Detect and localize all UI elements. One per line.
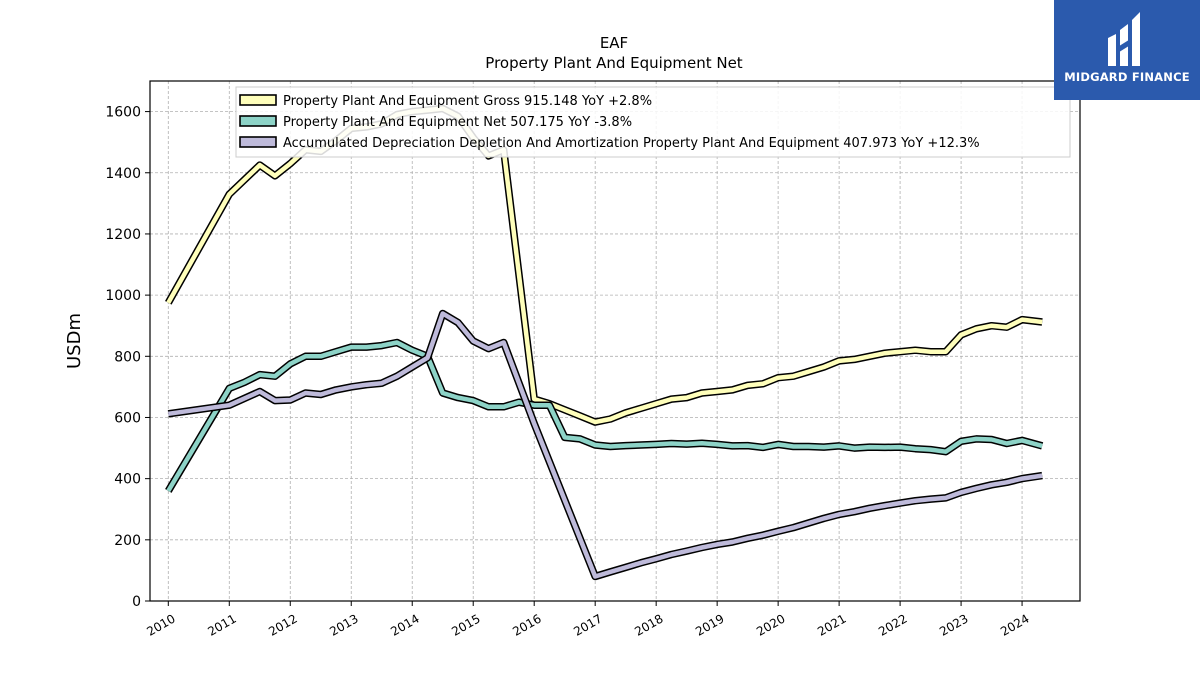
y-tick-label: 800 bbox=[114, 349, 141, 365]
series-accumulated-depreciation-depletion-and-amortization-property-plant-and-equipment bbox=[167, 309, 1043, 581]
series-lines bbox=[165, 104, 1044, 581]
y-tick-label: 1000 bbox=[105, 288, 141, 304]
x-tick-label: 2017 bbox=[571, 611, 604, 638]
legend-swatch bbox=[239, 94, 277, 106]
legend-label: Property Plant And Equipment Net 507.175… bbox=[283, 115, 632, 130]
legend: Property Plant And Equipment Gross 915.1… bbox=[235, 86, 1071, 158]
x-tick-label: 2021 bbox=[815, 611, 848, 638]
y-tick-label: 0 bbox=[132, 594, 141, 610]
y-axis-label: USDm bbox=[64, 313, 85, 369]
chart-title: EAF bbox=[600, 34, 628, 52]
x-tick-label: 2022 bbox=[876, 611, 909, 638]
legend-swatch bbox=[239, 136, 277, 148]
x-tick-label: 2020 bbox=[754, 611, 787, 638]
y-axis-ticks: 0 200 400 600 800 1000 1200 1400 1600 bbox=[105, 105, 150, 610]
y-tick-label: 400 bbox=[114, 472, 141, 488]
x-tick-label: 2016 bbox=[510, 611, 543, 638]
plot-frame bbox=[149, 80, 1081, 602]
x-tick-label: 2012 bbox=[266, 611, 299, 638]
y-tick-label: 200 bbox=[114, 533, 141, 549]
legend-label: Accumulated Depreciation Depletion And A… bbox=[283, 136, 980, 151]
y-tick-label: 600 bbox=[114, 410, 141, 426]
brand-logo: MIDGARD FINANCE bbox=[1054, 0, 1200, 100]
series-property-plant-and-equipment-net bbox=[165, 338, 1044, 493]
x-tick-label: 2015 bbox=[449, 611, 482, 638]
x-tick-label: 2014 bbox=[388, 611, 421, 638]
legend-swatch bbox=[239, 115, 277, 127]
grid bbox=[150, 81, 1080, 602]
x-tick-label: 2011 bbox=[205, 611, 238, 638]
x-tick-label: 2019 bbox=[693, 611, 726, 638]
y-tick-label: 1600 bbox=[105, 105, 141, 121]
x-tick-label: 2018 bbox=[632, 611, 665, 638]
midgard-logo-icon bbox=[1108, 12, 1140, 66]
y-tick-label: 1400 bbox=[105, 166, 141, 182]
brand-name: MIDGARD FINANCE bbox=[1064, 70, 1190, 84]
series-line bbox=[166, 340, 1043, 493]
y-tick-label: 1200 bbox=[105, 227, 141, 243]
legend-box bbox=[235, 86, 1071, 158]
x-tick-label: 2023 bbox=[937, 611, 970, 638]
x-tick-label: 2013 bbox=[327, 611, 360, 638]
x-tick-label: 2010 bbox=[144, 611, 177, 638]
x-tick-label: 2024 bbox=[998, 611, 1031, 638]
chart-subtitle: Property Plant And Equipment Net bbox=[485, 54, 742, 72]
x-axis-ticks: 2010 2011 2012 2013 2014 2015 2016 2017 2018 2019… bbox=[144, 601, 1032, 639]
legend-label: Property Plant And Equipment Gross 915.1… bbox=[283, 94, 652, 109]
series-line bbox=[167, 311, 1043, 579]
